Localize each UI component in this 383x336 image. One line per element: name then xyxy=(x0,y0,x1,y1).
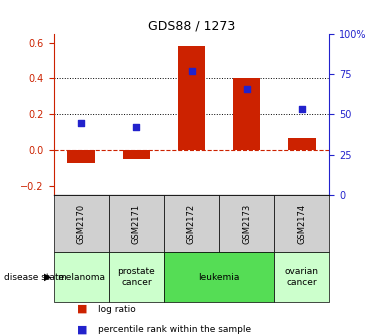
Text: melanoma: melanoma xyxy=(57,273,105,282)
Point xyxy=(188,69,195,74)
Bar xyxy=(54,195,109,252)
Bar xyxy=(274,195,329,252)
Point xyxy=(133,124,139,129)
Text: GSM2174: GSM2174 xyxy=(297,203,306,244)
Bar xyxy=(288,137,316,150)
Text: ▶: ▶ xyxy=(44,272,52,282)
Text: ■: ■ xyxy=(77,304,87,314)
Text: log ratio: log ratio xyxy=(98,305,136,313)
Text: GSM2170: GSM2170 xyxy=(77,203,86,244)
Title: GDS88 / 1273: GDS88 / 1273 xyxy=(148,19,235,33)
Text: prostate
cancer: prostate cancer xyxy=(118,267,155,287)
Text: GSM2172: GSM2172 xyxy=(187,203,196,244)
Point xyxy=(78,121,84,126)
Text: ovarian
cancer: ovarian cancer xyxy=(285,267,319,287)
Bar xyxy=(54,252,109,302)
Bar xyxy=(274,252,329,302)
Bar xyxy=(109,195,164,252)
Text: ■: ■ xyxy=(77,324,87,334)
Bar xyxy=(109,252,164,302)
Bar xyxy=(164,252,274,302)
Point xyxy=(244,86,250,92)
Text: disease state: disease state xyxy=(4,273,64,282)
Text: GSM2171: GSM2171 xyxy=(132,203,141,244)
Bar xyxy=(178,46,205,150)
Text: leukemia: leukemia xyxy=(198,273,240,282)
Bar xyxy=(123,150,150,159)
Point xyxy=(299,106,305,112)
Bar xyxy=(67,150,95,163)
Text: GSM2173: GSM2173 xyxy=(242,203,251,244)
Bar xyxy=(164,195,219,252)
Bar xyxy=(233,78,260,150)
Text: percentile rank within the sample: percentile rank within the sample xyxy=(98,325,251,334)
Bar xyxy=(219,195,274,252)
